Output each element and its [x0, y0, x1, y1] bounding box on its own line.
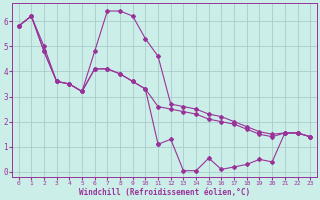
X-axis label: Windchill (Refroidissement éolien,°C): Windchill (Refroidissement éolien,°C)	[79, 188, 250, 197]
